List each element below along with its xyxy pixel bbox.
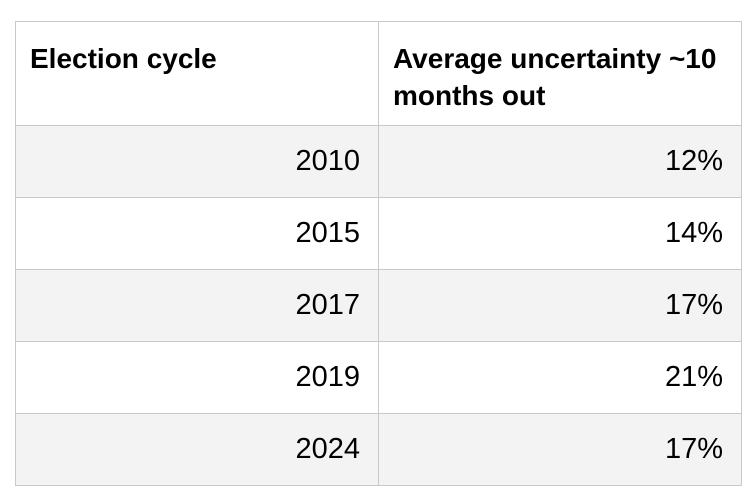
cell-average-uncertainty: 17% <box>378 269 742 342</box>
cell-election-cycle: 2019 <box>15 341 379 414</box>
table-row: 2015 14% <box>15 197 742 270</box>
table-body: 2010 12% 2015 14% 2017 17% 2019 21% 2024… <box>15 125 742 486</box>
table-header: Election cycle Average uncertainty ~10 m… <box>15 21 742 126</box>
table-row: 2017 17% <box>15 269 742 342</box>
cell-election-cycle: 2015 <box>15 197 379 270</box>
cell-election-cycle: 2024 <box>15 413 379 486</box>
header-election-cycle: Election cycle <box>15 21 379 126</box>
cell-average-uncertainty: 14% <box>378 197 742 270</box>
cell-average-uncertainty: 12% <box>378 125 742 198</box>
cell-average-uncertainty: 21% <box>378 341 742 414</box>
uncertainty-table: Election cycle Average uncertainty ~10 m… <box>15 21 742 486</box>
cell-election-cycle: 2010 <box>15 125 379 198</box>
cell-average-uncertainty: 17% <box>378 413 742 486</box>
cell-election-cycle: 2017 <box>15 269 379 342</box>
table-row: 2024 17% <box>15 413 742 486</box>
table-row: 2019 21% <box>15 341 742 414</box>
header-average-uncertainty: Average uncertainty ~10 months out <box>378 21 742 126</box>
header-row: Election cycle Average uncertainty ~10 m… <box>15 21 742 126</box>
table-row: 2010 12% <box>15 125 742 198</box>
